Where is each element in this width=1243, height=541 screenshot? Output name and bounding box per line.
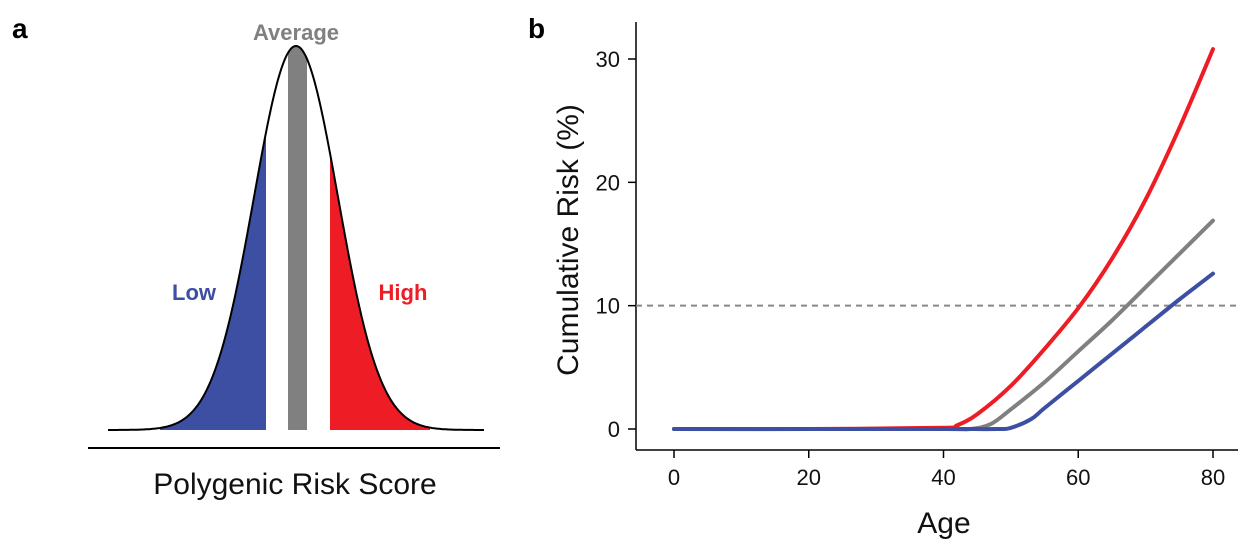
y-tick-label: 0 (608, 417, 620, 442)
density-curve (108, 44, 484, 431)
x-tick-label: 40 (931, 465, 955, 490)
panel-b: b 0 10 20 30 0 20 40 60 80 Age Cumulative Risk … (528, 13, 1238, 540)
panel-a-letter: a (12, 13, 28, 44)
y-axis-title: Cumulative Risk (%) (552, 104, 585, 376)
series-line-gray (672, 218, 1215, 432)
x-tick-label: 20 (797, 465, 821, 490)
high-region (330, 153, 430, 431)
y-ticks: 0 10 20 30 (596, 47, 636, 442)
y-tick-label: 30 (596, 47, 620, 72)
panel-a-x-axis-title: Polygenic Risk Score (153, 468, 436, 501)
x-tick-label: 0 (668, 465, 680, 490)
x-ticks: 0 20 40 60 80 (668, 450, 1225, 490)
density-fills (160, 46, 430, 431)
series-line-red (672, 47, 1215, 432)
series-line-blue (672, 271, 1215, 432)
panel-a: a Low Average High Polygenic Risk Score (12, 13, 500, 501)
low-region (160, 132, 266, 430)
low-label: Low (172, 280, 217, 305)
average-label: Average (253, 20, 339, 45)
series-lines (672, 47, 1215, 432)
y-tick-label: 10 (596, 294, 620, 319)
x-axis-title: Age (917, 507, 970, 540)
high-label: High (379, 280, 428, 305)
panel-b-letter: b (528, 13, 545, 44)
x-tick-label: 60 (1066, 465, 1090, 490)
y-tick-label: 20 (596, 170, 620, 195)
x-tick-label: 80 (1201, 465, 1225, 490)
average-region (288, 46, 307, 430)
